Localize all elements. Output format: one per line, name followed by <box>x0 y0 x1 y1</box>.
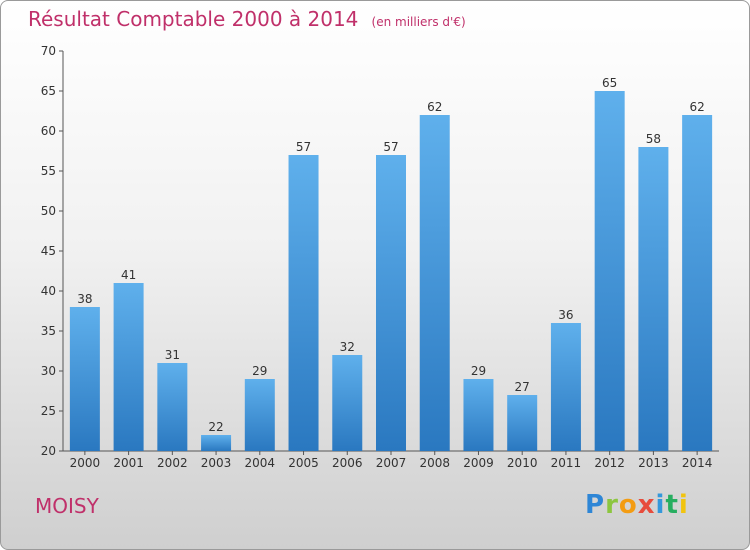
bar <box>638 147 669 451</box>
data-label: 41 <box>121 268 136 282</box>
bar <box>682 115 713 451</box>
x-tick-label: 2008 <box>419 456 450 470</box>
y-tick-label: 50 <box>41 204 56 218</box>
y-tick-label: 65 <box>41 84 56 98</box>
logo-letter: o <box>618 490 638 520</box>
y-tick-label: 45 <box>41 244 56 258</box>
data-label: 22 <box>208 420 223 434</box>
y-tick-label: 55 <box>41 164 56 178</box>
data-label: 29 <box>471 364 486 378</box>
chart-header: Résultat Comptable 2000 à 2014 (en milli… <box>28 7 466 31</box>
x-tick-label: 2001 <box>113 456 144 470</box>
bar <box>419 115 450 451</box>
x-axis: 2000 2001 2002 2003 2004 2005 2006 2007 2008 2009… <box>63 450 719 470</box>
bar <box>201 435 232 451</box>
bar-series: 38 41 31 22 29 57 32 57 62 29 27 36 65 58 62 <box>69 76 713 451</box>
y-tick-label: 70 <box>41 44 56 58</box>
bar <box>288 155 319 451</box>
bar <box>69 307 100 451</box>
y-tick-label: 40 <box>41 284 56 298</box>
x-tick-label: 2006 <box>332 456 363 470</box>
data-label: 32 <box>340 340 355 354</box>
y-tick-label: 25 <box>41 404 56 418</box>
x-tick-label: 2000 <box>70 456 101 470</box>
logo-letter: i <box>678 490 689 520</box>
proxiti-logo: Proxiti <box>585 490 689 520</box>
bar <box>376 155 406 451</box>
data-label: 58 <box>646 132 661 146</box>
x-tick-label: 2013 <box>638 456 669 470</box>
data-label: 57 <box>383 140 398 154</box>
y-tick-label: 35 <box>41 324 56 338</box>
logo-letter: i <box>655 490 666 520</box>
x-tick-label: 2011 <box>551 456 582 470</box>
chart-title: Résultat Comptable 2000 à 2014 <box>28 7 359 31</box>
x-tick-label: 2007 <box>376 456 407 470</box>
x-tick-label: 2003 <box>201 456 232 470</box>
bar <box>332 355 363 451</box>
bar <box>507 395 538 451</box>
bar <box>157 363 188 451</box>
x-tick-label: 2010 <box>507 456 538 470</box>
logo-letter: t <box>665 490 679 520</box>
data-label: 38 <box>77 292 92 306</box>
data-label: 29 <box>252 364 267 378</box>
logo-letter: r <box>605 490 619 520</box>
data-label: 65 <box>602 76 617 90</box>
chart-unit: (en milliers d'€) <box>371 15 466 29</box>
bar <box>113 283 144 451</box>
logo-letter: P <box>585 490 606 520</box>
y-tick-label: 30 <box>41 364 56 378</box>
y-tick-label: 20 <box>41 444 56 458</box>
data-label: 27 <box>515 380 530 394</box>
data-label: 31 <box>165 348 180 362</box>
data-label: 62 <box>689 100 704 114</box>
x-tick-label: 2002 <box>157 456 188 470</box>
bar <box>244 379 275 451</box>
y-tick-label: 60 <box>41 124 56 138</box>
bar <box>463 379 494 451</box>
commune-name: MOISY <box>35 494 99 518</box>
data-label: 62 <box>427 100 442 114</box>
bar <box>550 323 581 451</box>
x-tick-label: 2005 <box>288 456 319 470</box>
bar <box>594 91 625 451</box>
data-label: 36 <box>558 308 573 322</box>
x-tick-label: 2009 <box>463 456 494 470</box>
logo-letter: x <box>637 490 656 520</box>
x-tick-label: 2014 <box>682 456 713 470</box>
y-axis: 20 25 30 35 40 45 50 55 60 65 70 <box>41 44 64 458</box>
x-tick-label: 2012 <box>594 456 625 470</box>
data-label: 57 <box>296 140 311 154</box>
x-tick-label: 2004 <box>245 456 276 470</box>
